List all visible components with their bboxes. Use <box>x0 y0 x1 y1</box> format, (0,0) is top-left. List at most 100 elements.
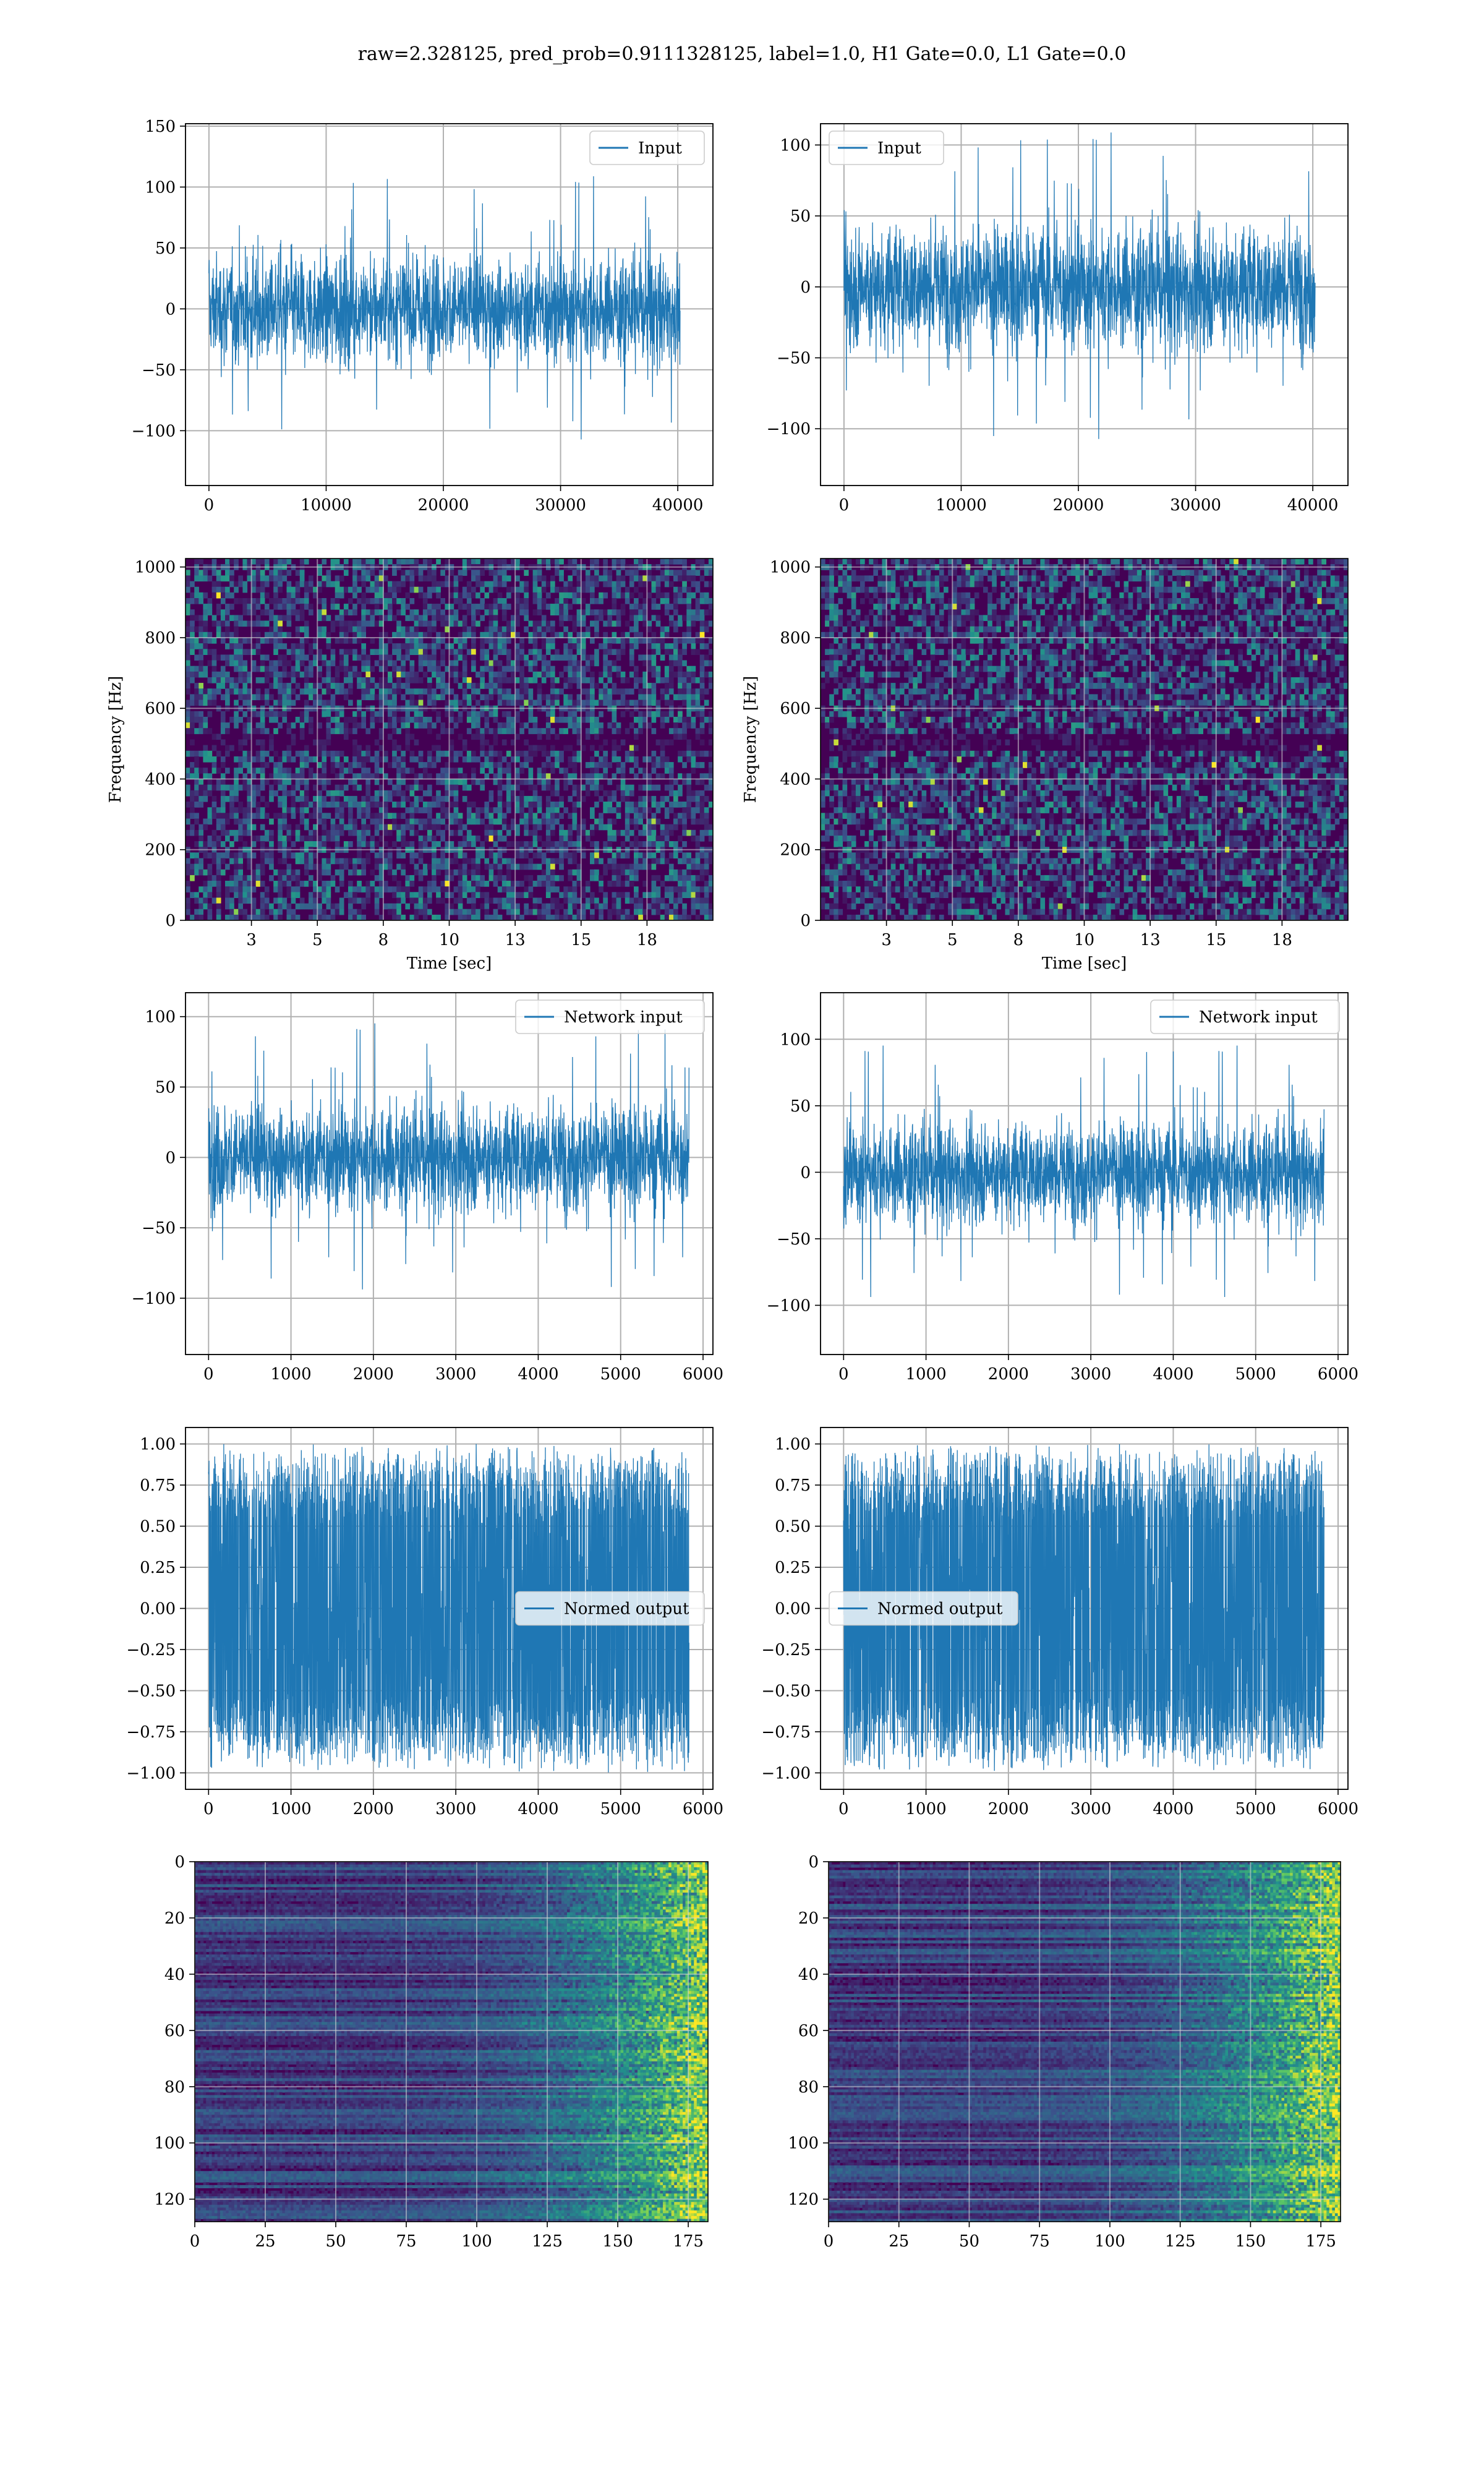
x-tick-label: 8 <box>378 931 389 949</box>
x-tick-label: 15 <box>1206 931 1226 949</box>
series-line <box>843 132 1316 439</box>
x-tick-label: 1000 <box>271 1365 312 1384</box>
y-tick-label: 0 <box>165 912 176 930</box>
axes-frame-top <box>185 123 714 486</box>
y-tick-label: 1.00 <box>775 1436 811 1454</box>
y-tick-label: 600 <box>145 700 176 718</box>
x-tick-label: 1000 <box>906 1800 947 1818</box>
x-tick-label: 0 <box>204 496 215 515</box>
x-tick-label: 2000 <box>353 1800 394 1818</box>
x-tick-label: 0 <box>824 2232 834 2251</box>
y-tick-label: 800 <box>780 629 811 648</box>
y-tick-label: −50 <box>777 1230 811 1249</box>
x-tick-label: 40000 <box>1287 496 1339 515</box>
y-tick-label: 0.00 <box>140 1600 176 1619</box>
x-tick-label: 25 <box>255 2232 275 2251</box>
x-tick-label: 5000 <box>600 1365 641 1384</box>
y-tick-label: 1.00 <box>140 1436 176 1454</box>
axes-frame-top <box>820 1427 1349 1790</box>
legend-box <box>829 131 944 165</box>
legend: Input <box>589 131 705 165</box>
x-tick-label: 4000 <box>518 1800 558 1818</box>
y-tick-label: 100 <box>780 136 811 155</box>
x-tick-label: 0 <box>203 1800 214 1818</box>
x-tick-label: 175 <box>1305 2232 1336 2251</box>
y-tick-label: 40 <box>798 1966 819 1984</box>
x-tick-label: 50 <box>325 2232 346 2251</box>
y-tick-label: 100 <box>145 178 176 197</box>
chart-l1-network-input: 0 1000 2000 3000 4000 5000 6000 −100 −50 0 50 100 Ne… <box>767 992 1358 1384</box>
x-tick-label: 15 <box>571 931 591 949</box>
y-tick-label: 80 <box>798 2078 819 2097</box>
axes-frame-top <box>185 992 714 1355</box>
y-tick-label: −1.00 <box>761 1764 811 1783</box>
x-tick-label: 3000 <box>1070 1365 1111 1384</box>
x-tick-label: 18 <box>1272 931 1292 949</box>
x-tick-label: 4000 <box>518 1365 558 1384</box>
x-tick-label: 10 <box>1074 931 1094 949</box>
x-tick-label: 5000 <box>1235 1800 1276 1818</box>
x-tick-label: 6000 <box>683 1365 723 1384</box>
heatmap-cells <box>821 559 1349 921</box>
y-tick-label: 200 <box>145 841 176 860</box>
x-tick-label: 5 <box>947 931 958 949</box>
legend: Normed output <box>829 1591 1018 1626</box>
legend-label: Input <box>877 139 921 158</box>
y-tick-label: −0.50 <box>761 1682 811 1700</box>
y-tick-label: 0 <box>165 1149 176 1167</box>
legend-box <box>515 999 705 1034</box>
y-tick-label: −100 <box>132 1290 176 1308</box>
y-tick-label: −100 <box>132 422 176 440</box>
y-axis-label: Frequency [Hz] <box>106 676 125 803</box>
series-line <box>843 1444 1324 1771</box>
x-tick-label: 100 <box>461 2232 492 2251</box>
heatmap-cells <box>829 1862 1341 2222</box>
x-tick-label: 20000 <box>1053 496 1104 515</box>
y-tick-label: −0.50 <box>126 1682 176 1700</box>
x-axis-label: Time [sec] <box>407 954 492 973</box>
y-tick-label: 0.25 <box>775 1559 811 1577</box>
legend: Network input <box>515 999 705 1034</box>
legend-box <box>1150 999 1340 1034</box>
x-tick-label: 6000 <box>683 1800 723 1818</box>
x-tick-label: 6000 <box>1318 1800 1358 1818</box>
x-tick-label: 40000 <box>652 496 704 515</box>
chart-h1-network-input: 0 1000 2000 3000 4000 5000 6000 −100 −50 0 50 100 Ne… <box>132 992 723 1384</box>
x-tick-label: 4000 <box>1153 1800 1193 1818</box>
x-tick-label: 3000 <box>435 1365 476 1384</box>
heatmap-cells <box>195 1862 709 2222</box>
y-tick-label: 80 <box>164 2078 185 2097</box>
x-tick-label: 75 <box>396 2232 416 2251</box>
legend-box <box>589 131 705 165</box>
y-tick-label: 60 <box>164 2022 185 2040</box>
y-tick-label: 0.75 <box>140 1476 176 1495</box>
series-line <box>208 1023 689 1290</box>
y-tick-label: 0.75 <box>775 1476 811 1495</box>
x-tick-label: 75 <box>1030 2232 1050 2251</box>
chart-l1-spectrogram: 3 5 8 10 13 15 18 0 200 400 600 800 1000 Time [sec] Fr… <box>741 558 1349 973</box>
y-tick-label: −0.75 <box>761 1723 811 1742</box>
chart-l1-feature-map: 0 25 50 75 100 125 150 175 0 20 40 60 80 100 120 <box>788 1853 1341 2251</box>
x-tick-label: 0 <box>203 1365 214 1384</box>
legend-box <box>829 1591 1018 1626</box>
chart-h1-feature-map: 0 25 50 75 100 125 150 175 0 20 40 60 80 100 120 <box>154 1853 709 2251</box>
y-tick-label: 200 <box>780 841 811 860</box>
x-tick-label: 125 <box>1165 2232 1196 2251</box>
y-tick-label: 120 <box>788 2191 819 2209</box>
y-tick-label: 0 <box>808 1853 819 1872</box>
y-tick-label: 50 <box>155 239 176 258</box>
x-tick-label: 0 <box>839 496 850 515</box>
y-tick-label: 0.00 <box>775 1600 811 1619</box>
y-tick-label: 1000 <box>770 559 811 577</box>
y-tick-label: 0.50 <box>775 1518 811 1536</box>
x-tick-label: 13 <box>1140 931 1161 949</box>
y-tick-label: −0.75 <box>126 1723 176 1742</box>
y-tick-label: 600 <box>780 700 811 718</box>
legend-label: Input <box>638 139 682 158</box>
chart-h1-normed-output: 0 1000 2000 3000 4000 5000 6000 −1.00 −0.75 −0.50… <box>126 1427 723 1818</box>
y-tick-label: −100 <box>767 1296 811 1315</box>
y-tick-label: 0 <box>165 300 176 319</box>
y-tick-label: 0 <box>800 278 811 297</box>
x-tick-label: 150 <box>602 2232 633 2251</box>
y-tick-label: 20 <box>164 1909 185 1928</box>
